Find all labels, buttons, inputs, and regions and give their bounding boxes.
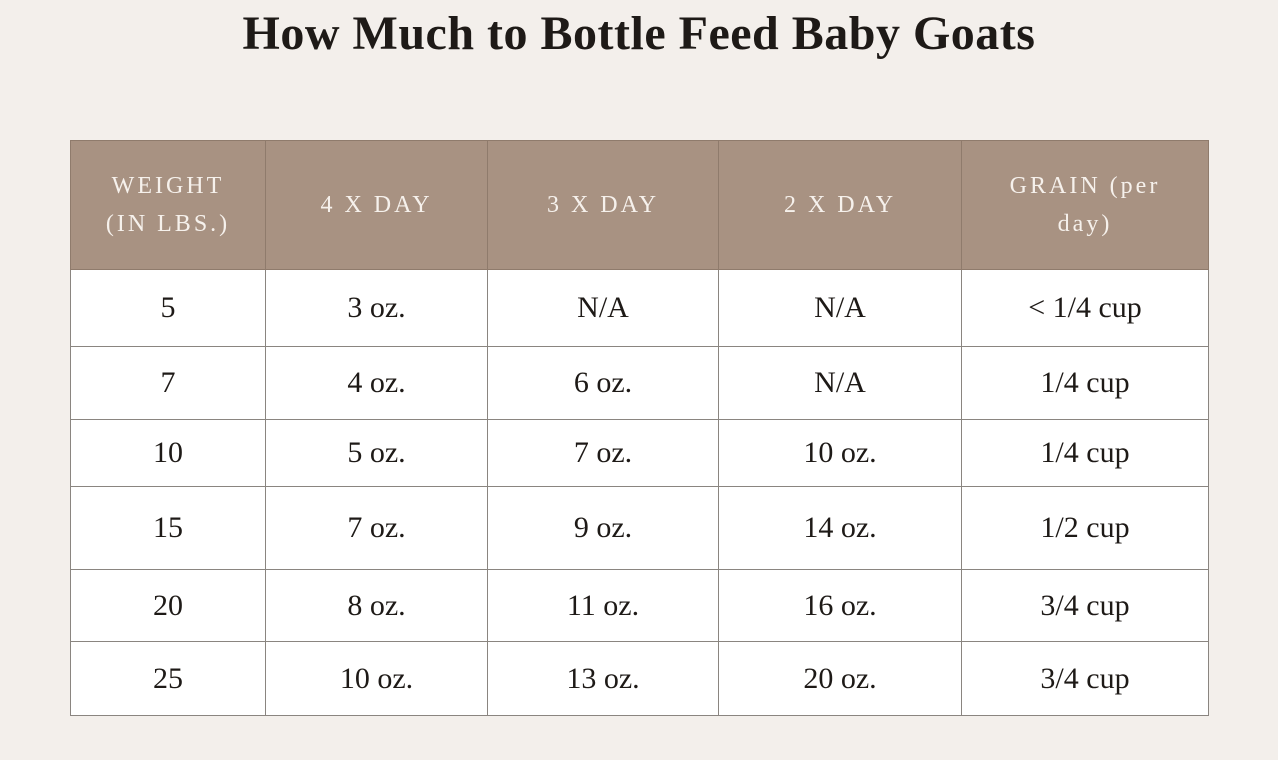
header-cell: WEIGHT (IN LBS.)	[70, 140, 266, 270]
table-cell: 10	[70, 419, 266, 487]
table-cell: 4 oz.	[265, 346, 488, 420]
table-cell: 9 oz.	[487, 486, 719, 570]
table-cell: 5 oz.	[265, 419, 488, 487]
title: How Much to Bottle Feed Baby Goats	[242, 7, 1036, 60]
table-cell: 7 oz.	[487, 419, 719, 487]
table-cell: 6 oz.	[487, 346, 719, 420]
table-cell: < 1/4 cup	[961, 269, 1209, 347]
table-cell: 20	[70, 569, 266, 642]
table-cell: 10 oz.	[718, 419, 962, 487]
table-cell: 15	[70, 486, 266, 570]
table-cell: 25	[70, 641, 266, 716]
table-cell: 5	[70, 269, 266, 347]
header-cell: 3 X DAY	[487, 140, 719, 270]
table-row: 15 7 oz. 9 oz. 14 oz. 1/2 cup	[70, 486, 1209, 570]
table-cell: 10 oz.	[265, 641, 488, 716]
table-cell: 3/4 cup	[961, 569, 1209, 642]
header-cell: 4 X DAY	[265, 140, 488, 270]
header-row: WEIGHT (IN LBS.) 4 X DAY 3 X DAY 2 X DAY GRA…	[70, 140, 1209, 270]
table-cell: 7	[70, 346, 266, 420]
table-cell: 8 oz.	[265, 569, 488, 642]
table-cell: 1/4 cup	[961, 346, 1209, 420]
feeding-table: WEIGHT (IN LBS.) 4 X DAY 3 X DAY 2 X DAY GRA…	[70, 140, 1209, 716]
table-cell: N/A	[718, 269, 962, 347]
table-row: 10 5 oz. 7 oz. 10 oz. 1/4 cup	[70, 419, 1209, 487]
table-cell: 1/4 cup	[961, 419, 1209, 487]
header-cell: GRAIN (per day)	[961, 140, 1209, 270]
table-cell: 3 oz.	[265, 269, 488, 347]
table-cell: 11 oz.	[487, 569, 719, 642]
table-cell: N/A	[718, 346, 962, 420]
header-cell: 2 X DAY	[718, 140, 962, 270]
table-cell: 14 oz.	[718, 486, 962, 570]
table-row: 25 10 oz. 13 oz. 20 oz. 3/4 cup	[70, 641, 1209, 716]
table-cell: 1/2 cup	[961, 486, 1209, 570]
table-cell: 7 oz.	[265, 486, 488, 570]
table-cell: 16 oz.	[718, 569, 962, 642]
table-cell: 13 oz.	[487, 641, 719, 716]
table-cell: N/A	[487, 269, 719, 347]
table-cell: 3/4 cup	[961, 641, 1209, 716]
table-row: 20 8 oz. 11 oz. 16 oz. 3/4 cup	[70, 569, 1209, 642]
table-cell: 20 oz.	[718, 641, 962, 716]
